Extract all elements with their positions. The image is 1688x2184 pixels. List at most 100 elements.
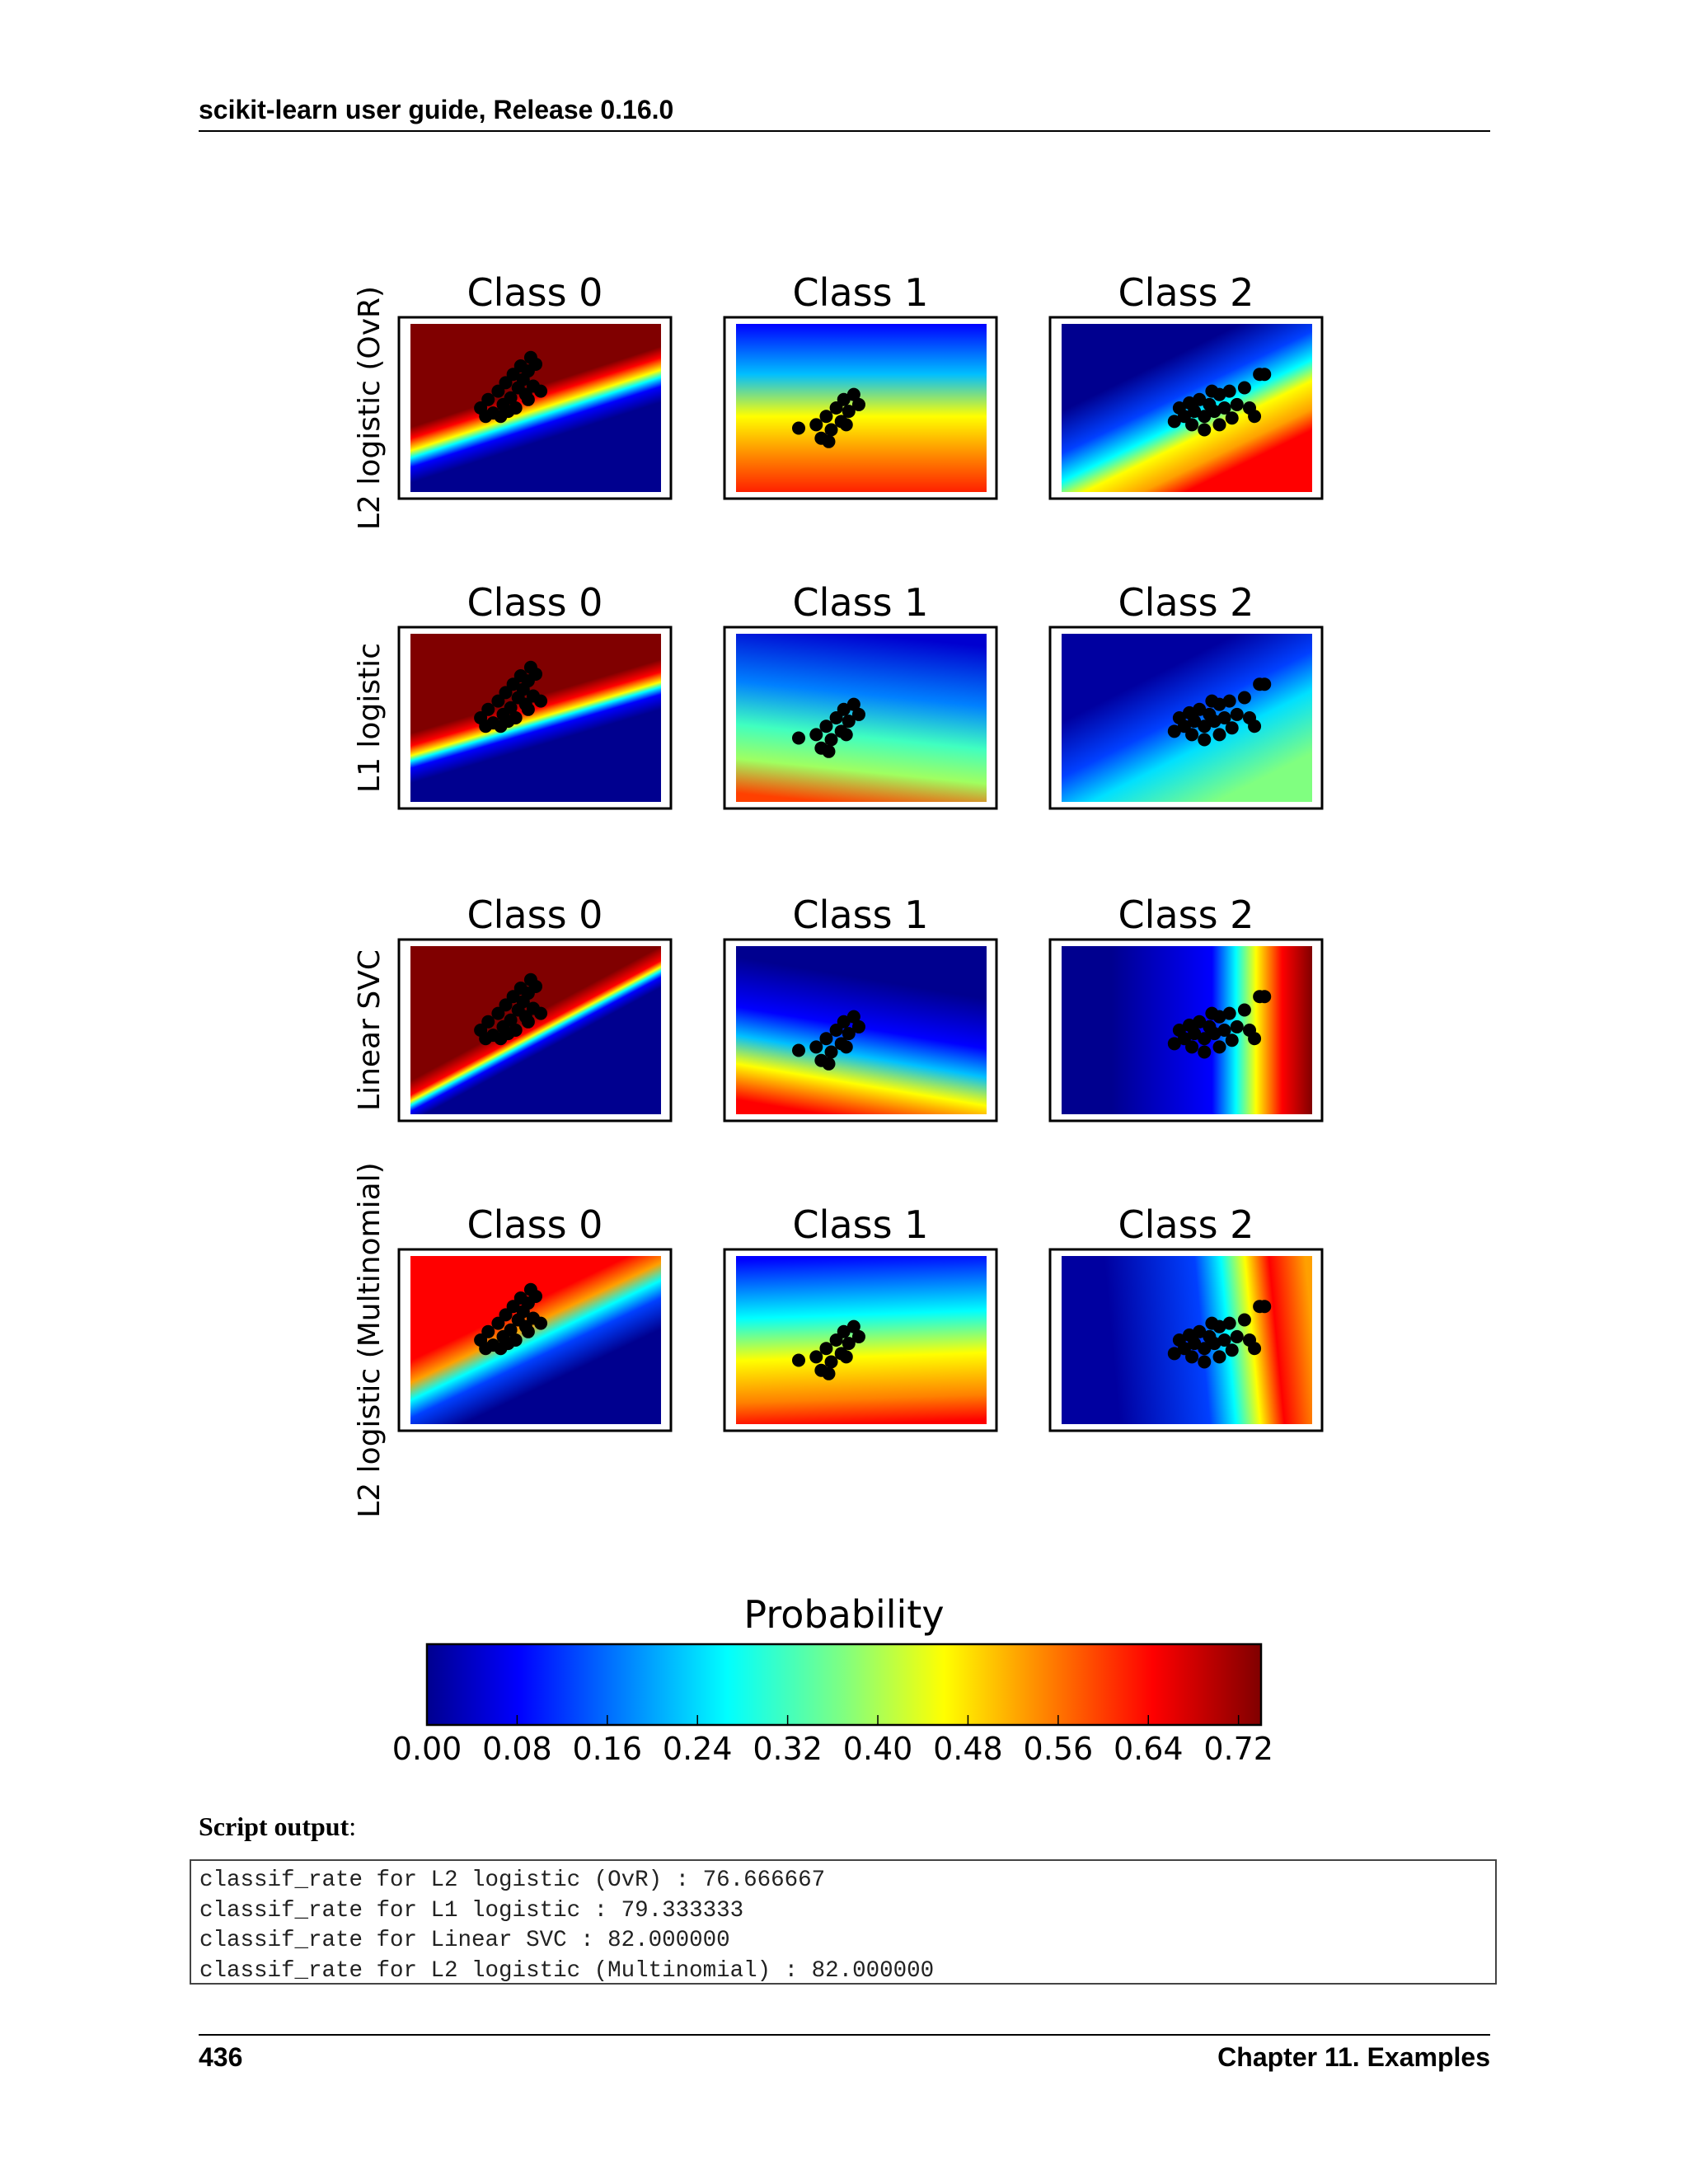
data-point — [846, 1319, 860, 1333]
data-point — [792, 1043, 805, 1057]
data-point — [506, 990, 520, 1004]
data-point — [1225, 1343, 1239, 1357]
data-point — [846, 1010, 860, 1024]
data-point — [491, 694, 505, 708]
colorbar-tick-label: 0.64 — [1114, 1731, 1184, 1767]
data-point — [1222, 1006, 1236, 1020]
data-point — [837, 1015, 851, 1029]
data-point — [529, 979, 542, 993]
panel-title: Class 1 — [793, 580, 929, 625]
data-point — [491, 384, 505, 398]
data-point — [819, 1342, 833, 1356]
data-point — [1188, 405, 1202, 419]
data-point — [809, 728, 823, 742]
probability-figure: L2 logistic (OvR) Class 0 Class 1 Class 2 L1… — [353, 270, 1324, 1767]
panel-title: Class 2 — [1118, 893, 1254, 937]
row-label: Linear SVC — [353, 949, 387, 1111]
data-point — [1198, 1032, 1212, 1046]
data-point — [481, 1015, 495, 1029]
data-point — [491, 1316, 505, 1330]
footer-rule — [199, 2034, 1490, 2036]
data-point — [1198, 423, 1212, 437]
colorbar-tick-label: 0.16 — [573, 1731, 643, 1767]
data-point — [822, 1057, 836, 1071]
data-point — [1198, 719, 1212, 733]
data-point — [1248, 1342, 1262, 1356]
data-point — [839, 1350, 853, 1364]
data-point — [501, 405, 515, 419]
data-point — [1193, 392, 1207, 406]
data-point — [1177, 1342, 1191, 1356]
data-point — [1193, 1324, 1207, 1338]
panel-title: Class 1 — [793, 893, 929, 937]
data-point — [1217, 401, 1231, 415]
data-point — [1212, 728, 1226, 742]
script-output-heading: Script output — [199, 1811, 349, 1841]
data-point — [839, 1040, 853, 1054]
colorbar-title: Probability — [743, 1592, 944, 1637]
data-point — [1212, 1040, 1226, 1054]
data-point — [824, 1355, 838, 1369]
data-point — [521, 392, 535, 406]
data-point — [809, 1350, 823, 1364]
data-point — [501, 1337, 515, 1351]
data-point — [534, 1006, 548, 1020]
running-header: scikit-learn user guide, Release 0.16.0 — [199, 92, 1490, 132]
data-point — [529, 667, 542, 681]
data-point — [839, 728, 853, 742]
data-point — [506, 677, 520, 691]
colorbar-tick-label: 0.56 — [1024, 1731, 1094, 1767]
data-point — [1248, 410, 1262, 424]
data-point — [1193, 702, 1207, 716]
data-point — [822, 434, 836, 448]
data-point — [481, 1324, 495, 1338]
panel-title: Class 0 — [467, 1202, 603, 1247]
data-point — [534, 1316, 548, 1330]
data-point — [1217, 711, 1231, 724]
data-point — [501, 715, 515, 729]
data-point — [1237, 1313, 1251, 1327]
header-title: scikit-learn user guide, Release 0.16.0 — [199, 95, 674, 124]
data-point — [479, 1342, 493, 1356]
data-point — [1207, 1027, 1221, 1041]
data-point — [1248, 719, 1262, 733]
data-point — [837, 1324, 851, 1338]
panel-title: Class 2 — [1118, 580, 1254, 625]
data-point — [479, 410, 493, 424]
data-point — [1167, 1347, 1181, 1361]
data-point — [1193, 1015, 1207, 1029]
data-point — [1205, 384, 1219, 398]
data-point — [1248, 1032, 1262, 1046]
data-point — [1185, 1350, 1199, 1364]
data-point — [1237, 691, 1251, 705]
data-point — [504, 701, 518, 715]
data-point — [846, 387, 860, 401]
panel-title: Class 1 — [793, 270, 929, 315]
colorbar-tick-label: 0.24 — [663, 1731, 733, 1767]
data-point — [504, 1013, 518, 1027]
panel-title: Class 2 — [1118, 270, 1254, 315]
row-label: L2 logistic (OvR) — [353, 286, 387, 530]
data-point — [1177, 1032, 1191, 1046]
data-point — [824, 733, 838, 747]
data-point — [1185, 728, 1199, 742]
data-point — [819, 410, 833, 424]
data-point — [504, 1323, 518, 1337]
data-point — [481, 392, 495, 406]
colorbar-tick-label: 0.08 — [482, 1731, 552, 1767]
data-point — [529, 357, 542, 371]
data-point — [809, 1040, 823, 1054]
data-point — [837, 702, 851, 716]
script-output-colon: : — [349, 1811, 357, 1841]
data-point — [501, 1027, 515, 1041]
data-point — [534, 694, 548, 708]
data-point — [479, 1032, 493, 1046]
data-point — [521, 702, 535, 716]
data-point — [499, 1308, 513, 1322]
output-line: classif_rate for L1 logistic : 79.333333 — [199, 1897, 744, 1924]
data-point — [1198, 1342, 1212, 1356]
data-point — [1222, 384, 1236, 398]
data-point — [1225, 721, 1239, 735]
colorbar-tick-label: 0.00 — [392, 1731, 462, 1767]
data-point — [851, 397, 865, 411]
